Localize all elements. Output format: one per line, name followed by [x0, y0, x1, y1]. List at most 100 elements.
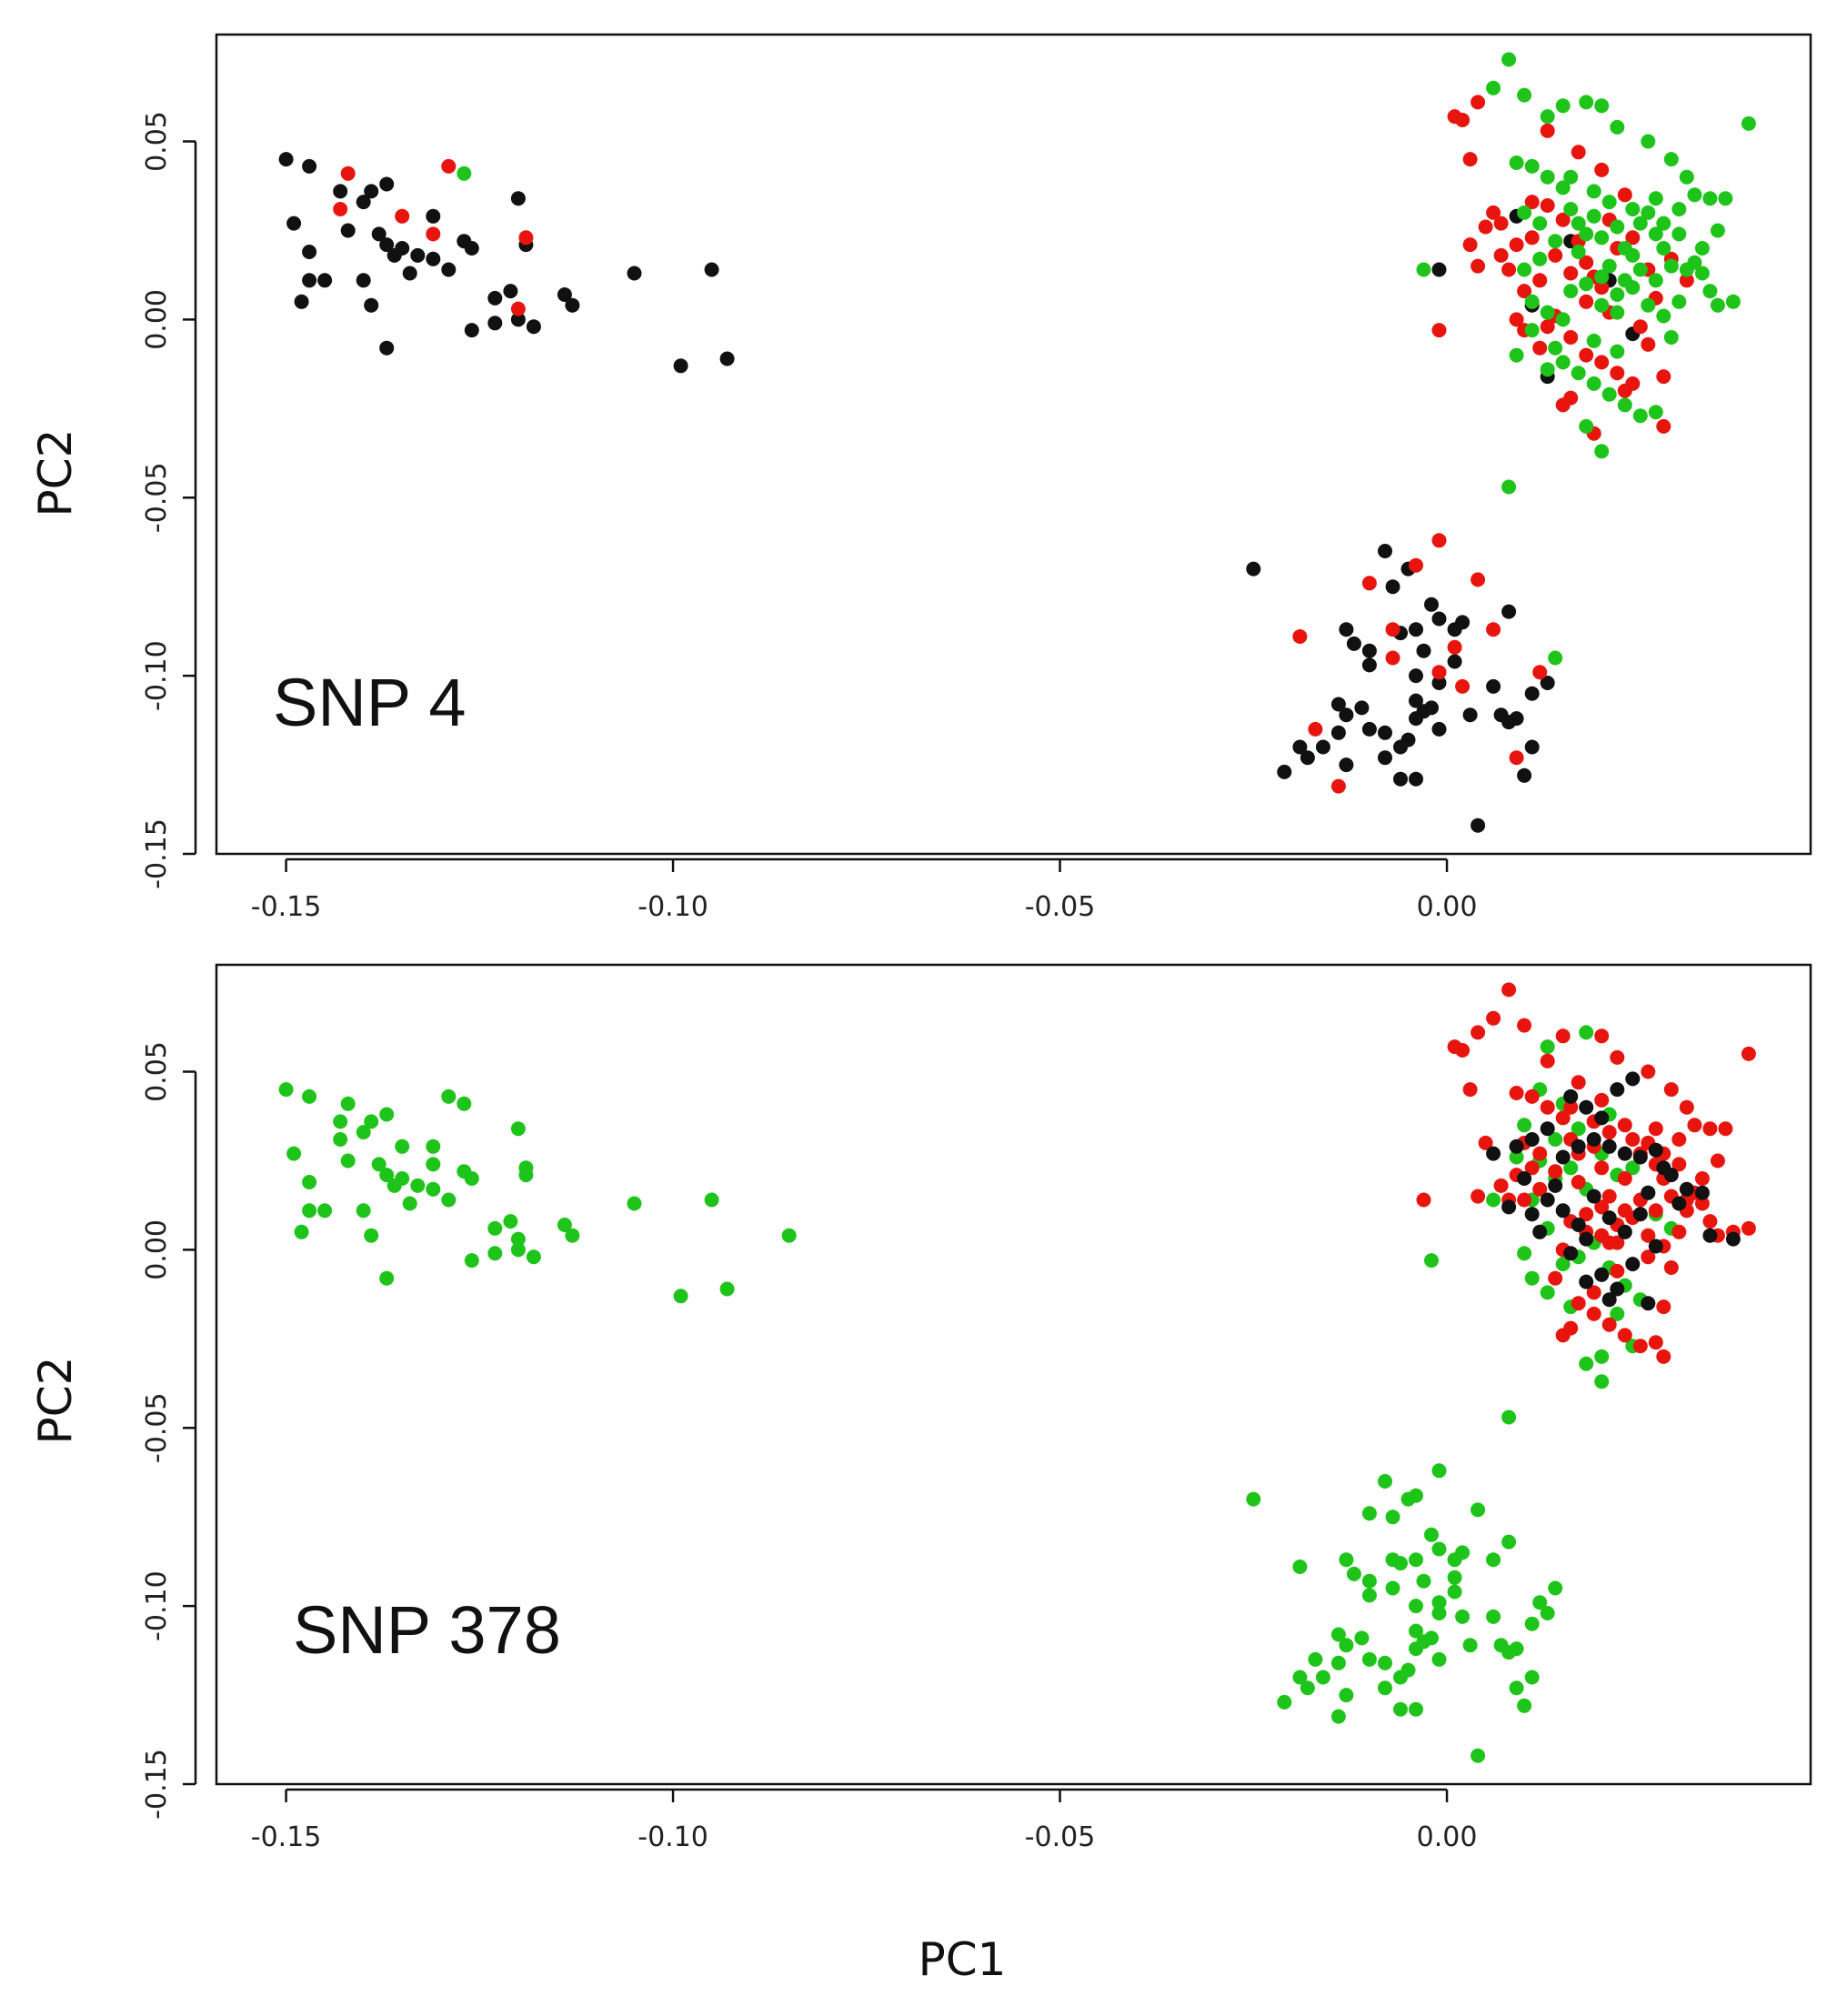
point-black — [402, 266, 417, 281]
point-black — [1339, 707, 1354, 723]
point-green — [1339, 1638, 1354, 1653]
point-red — [1548, 247, 1563, 263]
point-green — [1687, 187, 1702, 203]
point-green — [1409, 1641, 1423, 1657]
point-black — [1610, 1281, 1625, 1297]
point-black — [1501, 715, 1517, 730]
point-black — [1330, 697, 1346, 712]
point-red — [1486, 622, 1501, 637]
point-black — [1361, 643, 1377, 658]
y-tick-label: -0.10 — [141, 1570, 173, 1641]
point-red — [1330, 778, 1346, 794]
point-green — [1409, 1552, 1423, 1568]
y-tick-label: -0.10 — [141, 640, 173, 711]
point-green — [1361, 1573, 1377, 1589]
panel-label: SNP 4 — [273, 665, 467, 740]
point-green — [1625, 1160, 1641, 1176]
point-red — [1517, 284, 1532, 299]
point-black — [410, 247, 426, 263]
point-black — [278, 152, 294, 167]
point-red — [426, 226, 441, 242]
point-green — [1501, 1534, 1517, 1550]
y-tick-label: -0.05 — [141, 462, 173, 533]
point-black — [1632, 1207, 1648, 1222]
point-black — [1725, 1231, 1741, 1247]
point-green — [1277, 1694, 1292, 1710]
point-green — [1524, 1270, 1540, 1286]
point-red — [1555, 212, 1571, 227]
point-green — [379, 1107, 395, 1122]
point-red — [1455, 113, 1471, 127]
point-black — [1424, 597, 1439, 612]
point-green — [1579, 418, 1594, 434]
point-green — [1656, 216, 1671, 231]
point-black — [503, 284, 518, 299]
point-green — [1409, 1488, 1423, 1503]
point-black — [1671, 1196, 1687, 1211]
point-red — [510, 301, 526, 316]
point-black — [1694, 1185, 1710, 1200]
point-red — [1532, 1146, 1548, 1161]
point-black — [356, 195, 371, 210]
point-black — [1385, 579, 1400, 595]
point-red — [1601, 1317, 1617, 1332]
point-black — [1702, 1228, 1718, 1243]
point-green — [1486, 80, 1501, 95]
point-red — [1462, 237, 1478, 253]
point-black — [1571, 1138, 1586, 1154]
point-green — [426, 1138, 441, 1154]
point-black — [1594, 1267, 1610, 1282]
point-green — [1594, 297, 1610, 313]
point-green — [1548, 1580, 1563, 1596]
x-axis: -0.15 -0.10 -0.05 0.00 — [251, 858, 1478, 923]
point-green — [1501, 52, 1517, 67]
point-green — [1532, 216, 1548, 231]
point-black — [364, 297, 379, 313]
point-green — [457, 165, 472, 181]
point-red — [1601, 1189, 1617, 1204]
point-green — [1641, 134, 1656, 149]
point-red — [1361, 576, 1377, 591]
y-tick-label: -0.05 — [141, 1392, 173, 1463]
point-green — [1671, 202, 1687, 216]
point-red — [1548, 1164, 1563, 1179]
point-black — [1471, 817, 1486, 833]
point-green — [673, 1289, 688, 1304]
point-red — [1579, 294, 1594, 309]
point-green — [1648, 405, 1663, 420]
point-green — [402, 1196, 417, 1211]
point-green — [1632, 262, 1648, 277]
point-black — [1292, 739, 1308, 755]
point-black — [1610, 1082, 1625, 1098]
point-red — [1648, 1203, 1663, 1219]
point-green — [286, 1146, 302, 1161]
point-green — [302, 1175, 317, 1189]
point-green — [1447, 1584, 1462, 1600]
point-green — [1648, 273, 1663, 288]
point-green — [1601, 386, 1617, 402]
point-green — [371, 1157, 386, 1172]
point-red — [1563, 266, 1579, 281]
point-black — [487, 290, 503, 306]
point-green — [1632, 216, 1648, 231]
point-black — [1409, 693, 1423, 708]
point-green — [1431, 1541, 1447, 1557]
point-green — [1455, 1609, 1471, 1624]
point-black — [487, 316, 503, 331]
point-red — [1679, 273, 1694, 288]
point-green — [1385, 1509, 1400, 1525]
point-black — [1501, 1199, 1517, 1215]
point-green — [1563, 169, 1579, 185]
point-green — [1610, 287, 1625, 302]
point-black — [1431, 262, 1447, 277]
point-red — [1594, 280, 1610, 296]
point-green — [1509, 347, 1524, 363]
point-black — [1424, 700, 1439, 716]
point-red — [1741, 1220, 1756, 1236]
point-red — [1741, 1046, 1756, 1061]
point-green — [1702, 284, 1718, 299]
point-red — [1455, 1043, 1471, 1058]
point-black — [510, 191, 526, 206]
point-black — [719, 351, 735, 366]
x-tick-label: 0.00 — [1417, 891, 1478, 923]
